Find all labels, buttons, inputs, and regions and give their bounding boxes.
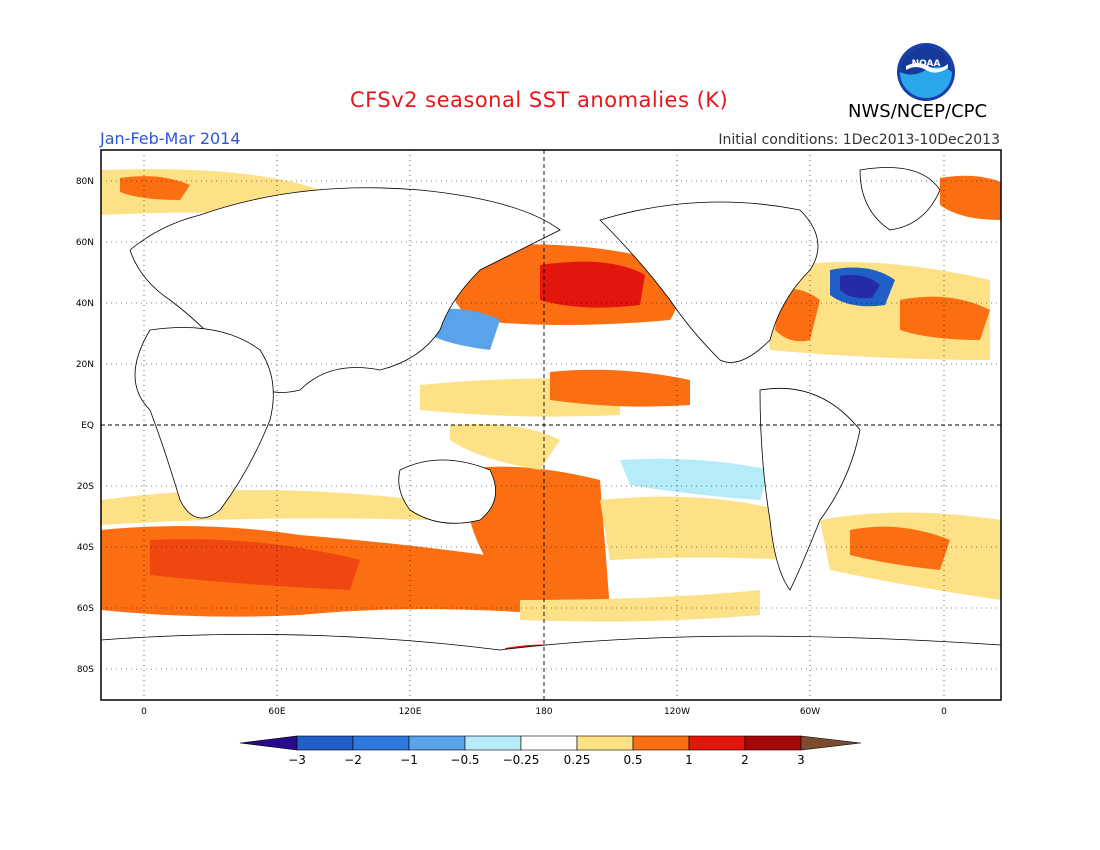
lon-label: 60W: [800, 707, 820, 717]
noaa-logo-icon: NOAA: [897, 43, 955, 101]
colorbar-swatch: [408, 735, 466, 751]
lon-label: 60E: [268, 707, 285, 717]
equator-dateline: [101, 150, 1001, 700]
lat-label: 80N: [76, 177, 94, 187]
colorbar-label: 2: [741, 753, 749, 767]
lon-label: 180: [535, 707, 552, 717]
colorbar-label: −1: [400, 753, 418, 767]
colorbar-low-arrow: [239, 735, 298, 751]
colorbar-label: −0.25: [503, 753, 540, 767]
colorbar-swatch: [464, 735, 522, 751]
season-label: Jan-Feb-Mar 2014: [100, 129, 241, 148]
north-pacific-deep-warm: [540, 261, 645, 308]
colorbar-swatch: [688, 735, 746, 751]
colorbar-high-arrow: [800, 735, 862, 751]
colorbar-label: −3: [288, 753, 306, 767]
southern-ocean-warm-band: [101, 526, 520, 617]
lat-label: 20N: [76, 360, 94, 370]
lat-label: 40S: [77, 543, 94, 553]
lat-label: 20S: [77, 482, 94, 492]
lon-axis: 0 60E 120E 180 120W 60W 0: [141, 707, 947, 717]
continents: [101, 167, 1001, 700]
agency-label: NWS/NCEP/CPC: [848, 101, 988, 122]
lat-label: 40N: [76, 299, 94, 309]
lon-label: 0: [141, 707, 147, 717]
colorbar-label: 3: [797, 753, 805, 767]
tropical-pacific-cool: [620, 458, 770, 500]
colorbar-swatch: [744, 735, 802, 751]
colorbar-swatch: [520, 735, 578, 751]
lon-label: 120E: [399, 707, 422, 717]
colorbar-label: 0.5: [623, 753, 642, 767]
lat-label: 60N: [76, 238, 94, 248]
lon-label: 0: [941, 707, 947, 717]
colorbar-swatch: [576, 735, 634, 751]
lat-label: 60S: [77, 604, 94, 614]
lon-label: 120W: [664, 707, 690, 717]
colorbar: −3 −2 −1 −0.5 −0.25 0.25 0.5 1 2 3: [239, 735, 862, 767]
colorbar-label: −0.5: [450, 753, 479, 767]
colorbar-label: 0.25: [564, 753, 591, 767]
initial-conditions-label: Initial conditions: 1Dec2013-10Dec2013: [718, 132, 1000, 148]
colorbar-label: −2: [344, 753, 362, 767]
colorbar-label: 1: [685, 753, 693, 767]
lat-label: EQ: [81, 421, 94, 431]
lat-label: 80S: [77, 665, 94, 675]
chart-title: CFSv2 seasonal SST anomalies (K): [350, 88, 729, 112]
colorbar-swatch: [296, 735, 354, 751]
colorbar-swatch: [632, 735, 690, 751]
colorbar-swatch: [352, 735, 410, 751]
lat-axis: 80N 60N 40N 20N EQ 20S 40S 60S 80S: [76, 177, 94, 675]
svg-text:NOAA: NOAA: [912, 59, 941, 69]
